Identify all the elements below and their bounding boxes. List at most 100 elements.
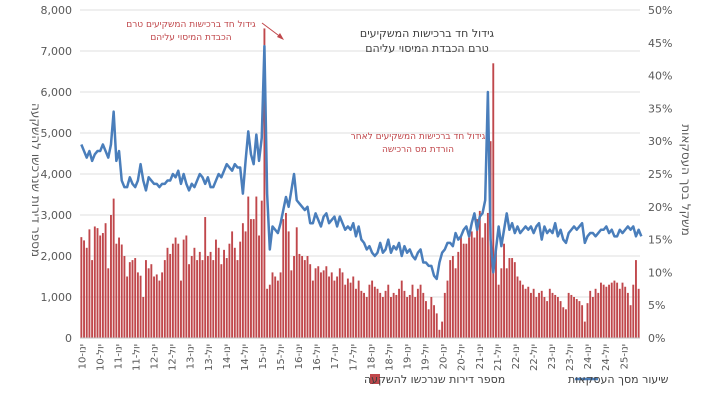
- bar: [441, 321, 444, 338]
- bar: [414, 297, 417, 338]
- bar: [139, 275, 142, 338]
- bar-series: [80, 28, 640, 339]
- bar: [196, 260, 199, 338]
- bar: [120, 244, 123, 338]
- bar: [303, 260, 306, 338]
- bar: [468, 237, 470, 338]
- bar: [486, 212, 489, 338]
- x-axis-ticks: ינו-10 יול-10 ינו-11 יול-11 ינו-12 יול-12 ינו-…: [77, 344, 630, 371]
- bar: [161, 272, 164, 338]
- bar: [341, 272, 344, 338]
- x-tick-label: ינו-22: [511, 344, 522, 369]
- bar: [88, 229, 91, 338]
- bar: [190, 256, 193, 338]
- bar: [290, 270, 293, 338]
- right-tick-label: 40%: [648, 70, 672, 83]
- bar: [285, 212, 287, 338]
- bar: [449, 260, 452, 338]
- bar: [258, 235, 260, 338]
- bar: [163, 260, 166, 338]
- x-tick-label: יול-11: [132, 344, 143, 371]
- bar: [422, 292, 425, 338]
- bar: [438, 329, 441, 338]
- annotation-3-line-2: הורדת מס הרכישה: [382, 145, 454, 155]
- bar: [570, 294, 573, 338]
- left-tick-label: 0: [65, 332, 72, 345]
- bar: [368, 284, 371, 338]
- bar: [336, 276, 339, 338]
- bar: [311, 280, 314, 338]
- bar: [110, 215, 112, 338]
- bar: [597, 292, 600, 338]
- bar: [96, 228, 99, 338]
- bar: [215, 239, 217, 338]
- bar: [519, 280, 522, 338]
- bar: [182, 239, 185, 338]
- annotation-1-line-2: הכבדת המיסוי עליהם: [150, 33, 231, 43]
- x-tick-label: יול-23: [565, 344, 576, 371]
- x-tick-label: יול-17: [348, 344, 359, 371]
- bar: [608, 284, 610, 338]
- bar: [430, 297, 433, 338]
- left-tick-label: 8,000: [41, 4, 73, 17]
- bar: [589, 290, 592, 338]
- bar: [241, 223, 244, 338]
- bar: [462, 243, 465, 338]
- bar: [408, 294, 411, 338]
- bar: [188, 264, 190, 338]
- gridlines: [80, 9, 640, 298]
- x-tick-label: יול-20: [457, 344, 468, 371]
- bar: [171, 243, 174, 338]
- right-tick-label: 50%: [648, 4, 672, 17]
- bar: [565, 309, 567, 338]
- x-tick-label: ינו-11: [114, 344, 125, 369]
- bar: [198, 251, 201, 338]
- bar: [85, 247, 88, 338]
- bar: [142, 297, 145, 338]
- bar: [363, 292, 365, 338]
- annotation-1-arrowhead: [277, 33, 284, 40]
- bar: [255, 196, 258, 338]
- bar: [220, 264, 223, 338]
- bar: [169, 253, 172, 338]
- bar: [328, 276, 330, 338]
- bar: [177, 243, 180, 338]
- bar: [591, 297, 594, 338]
- bar: [104, 223, 107, 338]
- bar: [581, 305, 584, 338]
- bar: [451, 256, 454, 338]
- bar: [115, 243, 118, 338]
- annotation-1-line-1: גידול חד ברכישות המשקיעים טרם: [126, 20, 256, 30]
- bar: [613, 280, 616, 338]
- bar: [484, 223, 487, 338]
- bar: [403, 290, 406, 338]
- bar: [193, 247, 196, 338]
- x-tick-label: יול-13: [204, 344, 215, 371]
- bar: [540, 290, 543, 338]
- bar: [610, 282, 613, 338]
- left-axis-title: מספר דירות שנרכשו להשקעה: [29, 103, 43, 257]
- left-tick-label: 2,000: [41, 250, 73, 263]
- bar: [236, 260, 239, 338]
- bar: [206, 256, 209, 338]
- bar: [330, 272, 333, 338]
- bar: [481, 237, 484, 338]
- x-tick-label: ינו-23: [547, 344, 558, 369]
- bar: [390, 297, 392, 338]
- bar: [478, 210, 481, 338]
- bar: [524, 288, 527, 338]
- x-tick-label: ינו-18: [366, 344, 377, 369]
- bar: [136, 272, 139, 338]
- bar: [287, 231, 290, 338]
- bar: [322, 270, 325, 338]
- bar: [131, 260, 134, 338]
- bar: [443, 292, 446, 338]
- bar: [416, 288, 419, 338]
- bar: [508, 258, 511, 338]
- bar: [376, 288, 379, 338]
- bar: [99, 235, 102, 338]
- right-tick-label: 25%: [648, 168, 672, 181]
- annotation-3: גידול חד ברכישות המשקיעים לאחר הורדת מס …: [351, 132, 486, 155]
- bar: [573, 297, 575, 338]
